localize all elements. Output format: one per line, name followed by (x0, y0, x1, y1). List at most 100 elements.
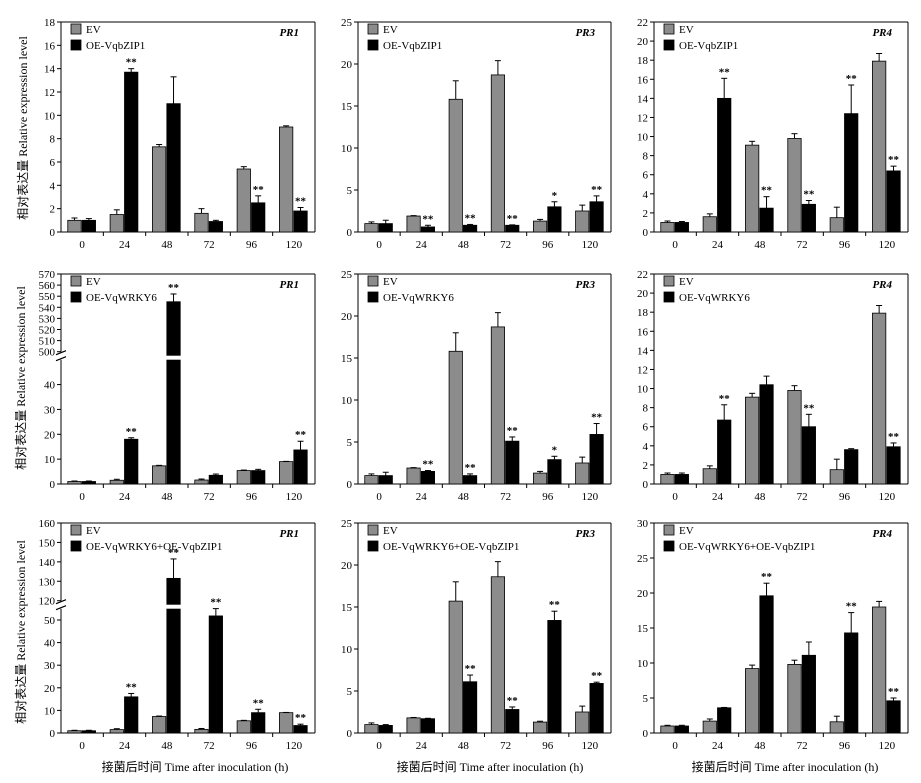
significance-mark: ** (422, 213, 434, 225)
bar (109, 479, 124, 485)
bar (533, 472, 548, 485)
significance-mark: ** (803, 189, 815, 201)
y-tick-label: 20 (341, 560, 353, 572)
legend-swatch (367, 39, 379, 51)
y-tick-label: 130 (39, 576, 56, 588)
x-tick-label: 96 (839, 491, 851, 503)
bar (152, 465, 167, 485)
bar (406, 717, 421, 734)
bar (166, 301, 181, 485)
legend-swatch (663, 540, 675, 552)
significance-mark: ** (168, 282, 180, 294)
gene-label: PR1 (279, 279, 299, 291)
y-tick-label: 10 (341, 143, 353, 155)
bar (886, 170, 901, 233)
significance-mark: ** (888, 154, 900, 166)
y-tick-label: 8 (643, 151, 649, 163)
legend-swatch (367, 23, 379, 35)
y-tick-label: 10 (44, 705, 56, 717)
bar (886, 446, 901, 485)
bar (378, 223, 393, 233)
chart-panel: 0 5 10 15 20 25 30 0 24 48 ** 72 96 ** 120 ** EV OE-VqWRK… (637, 518, 909, 752)
legend-label: OE-VqbZIP1 (383, 40, 442, 52)
bar (787, 664, 802, 734)
y-tick-label: 6 (643, 170, 649, 182)
legend-swatch (70, 524, 82, 536)
x-tick-label: 96 (246, 239, 258, 251)
bar (124, 696, 139, 734)
bar (124, 71, 139, 233)
legend-swatch (70, 39, 82, 51)
x-tick-label: 0 (79, 740, 85, 752)
y-tick-label: 16 (637, 326, 649, 338)
x-tick-label: 48 (161, 491, 173, 503)
y-tick-label: 0 (50, 227, 56, 239)
bar (745, 144, 760, 233)
bar (759, 384, 774, 485)
bar (236, 720, 251, 734)
x-tick-label: 24 (119, 491, 131, 503)
y-tick-label: 4 (643, 189, 649, 201)
y-tick-label: 20 (637, 588, 649, 600)
bar (886, 700, 901, 734)
bar (279, 461, 294, 485)
x-tick-label: 0 (79, 491, 85, 503)
bar (575, 462, 590, 485)
legend-swatch (70, 23, 82, 35)
y-tick-label: 520 (39, 325, 56, 337)
significance-mark: ** (888, 431, 900, 443)
bar (194, 479, 209, 485)
y-tick-label: 10 (44, 454, 56, 466)
x-tick-label: 24 (119, 740, 131, 752)
x-tick-label: 72 (797, 239, 808, 251)
y-tick-label: 22 (637, 269, 648, 281)
y-tick-label: 15 (637, 623, 649, 635)
significance-mark: ** (591, 184, 603, 196)
bar (81, 219, 96, 233)
significance-mark: ** (126, 426, 138, 438)
gene-label: PR4 (872, 528, 892, 540)
y-tick-label: 0 (50, 728, 56, 740)
y-tick-label: 25 (341, 269, 353, 281)
bar (109, 729, 124, 734)
bar (829, 721, 844, 734)
bar-break-gap (165, 355, 182, 360)
y-tick-label: 0 (50, 479, 56, 491)
legend-swatch (367, 291, 379, 303)
legend-label: OE-VqWRKY6+OE-VqbZIP1 (383, 541, 519, 553)
y-tick-label: 540 (39, 302, 56, 314)
axis-break-mark (55, 350, 67, 362)
y-tick-label: 30 (44, 660, 56, 672)
x-tick-label: 0 (376, 239, 382, 251)
bar (575, 711, 590, 734)
bar (81, 730, 96, 734)
gene-label: PR4 (872, 27, 892, 39)
chart-panel: 0 5 10 15 20 25 0 24 ** 48 ** 72 ** 96 * 120 ** EV OE-VqbZ… (341, 17, 612, 251)
x-tick-label: 120 (286, 239, 303, 251)
significance-mark: ** (210, 597, 222, 609)
bar (463, 475, 478, 485)
y-tick-label: 10 (44, 110, 56, 122)
x-tick-label: 96 (542, 491, 554, 503)
legend-label: OE-VqWRKY6 (679, 292, 750, 304)
bar (293, 449, 308, 485)
bar (194, 728, 209, 734)
y-tick-label: 10 (637, 132, 649, 144)
bar (787, 138, 802, 233)
legend-swatch (663, 275, 675, 287)
bar (829, 217, 844, 233)
legend-swatch (663, 23, 675, 35)
bar (406, 467, 421, 485)
y-tick-label: 20 (341, 59, 353, 71)
chart-panel: 0 5 10 15 20 25 0 24 ** 48 ** 72 ** 96 * 120 ** EV OE-VqWR… (341, 269, 612, 503)
y-tick-label: 5 (347, 185, 353, 197)
bar (406, 215, 421, 233)
bar (702, 720, 717, 734)
x-tick-label: 96 (246, 740, 258, 752)
y-tick-label: 20 (637, 288, 649, 300)
x-axis-label-col-3: 接菌后时间 Time after inoculation (h) (692, 759, 879, 774)
y-tick-label: 2 (643, 460, 649, 472)
